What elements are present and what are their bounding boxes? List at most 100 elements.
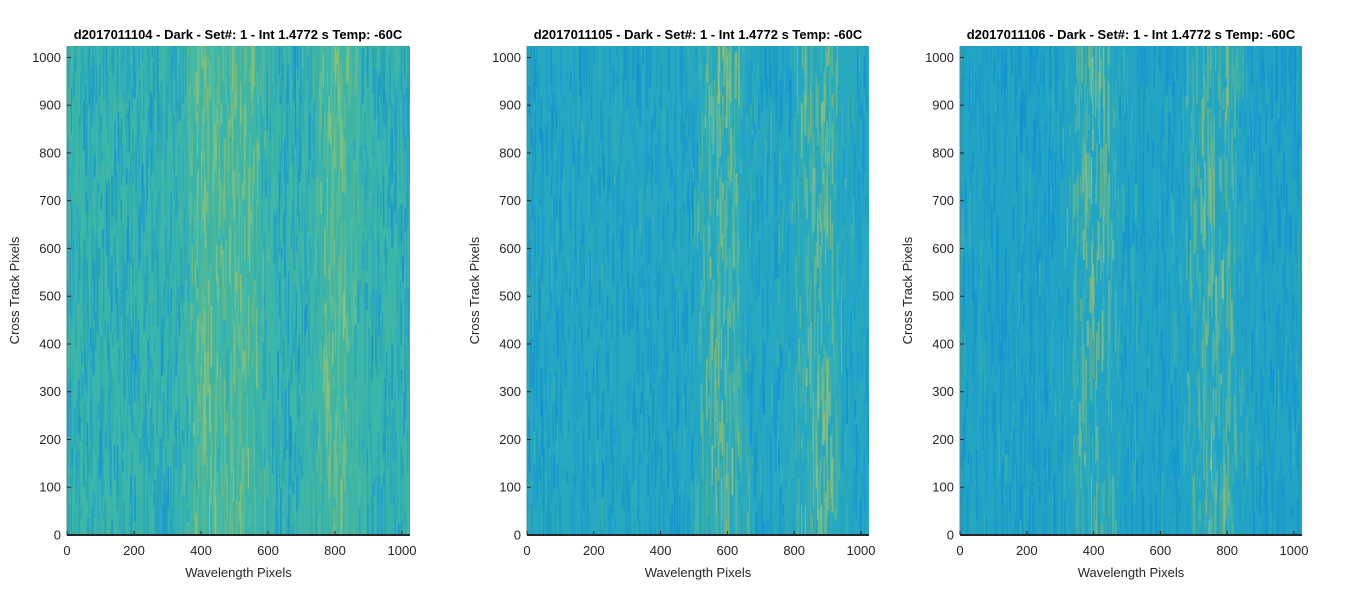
heatmap-cell — [234, 266, 236, 309]
heatmap-cell — [330, 219, 333, 266]
heatmap-cell — [294, 432, 296, 474]
heatmap-cell — [751, 135, 753, 147]
heatmap-cell — [101, 46, 104, 86]
heatmap-cell — [1050, 149, 1053, 164]
heatmap-cell — [170, 465, 172, 503]
heatmap-cell — [80, 73, 82, 124]
heatmap-cell — [600, 323, 603, 339]
heatmap-cell — [832, 318, 835, 361]
heatmap-cell — [391, 474, 394, 535]
heatmap-cell — [205, 126, 206, 141]
heatmap-cell — [191, 304, 194, 321]
heatmap-cell — [401, 256, 404, 283]
heatmap-cell — [782, 504, 784, 517]
heatmap-cell — [1089, 46, 1092, 95]
heatmap-cell — [294, 327, 297, 374]
heatmap-cell — [819, 246, 822, 307]
heatmap-cell — [401, 282, 403, 331]
heatmap-cell — [1002, 475, 1005, 488]
heatmap-cell — [1084, 62, 1087, 111]
heatmap-cell — [371, 432, 373, 462]
heatmap-cell — [644, 280, 646, 338]
heatmap-cell — [151, 140, 154, 172]
heatmap-cell — [231, 465, 234, 516]
heatmap-cell — [1073, 46, 1075, 106]
heatmap-cell — [1061, 472, 1064, 509]
heatmap-cell — [1022, 87, 1024, 126]
heatmap-cell — [632, 436, 634, 486]
heatmap-cell — [1045, 388, 1047, 420]
heatmap-cell — [117, 486, 120, 535]
heatmap-cell — [314, 46, 317, 92]
heatmap-cell — [277, 501, 279, 517]
heatmap-cell — [400, 523, 403, 535]
heatmap-cell — [747, 457, 749, 496]
heatmap-cell — [257, 410, 260, 455]
heatmap-cell — [802, 65, 804, 99]
heatmap-cell — [75, 46, 77, 72]
heatmap-cell — [611, 80, 613, 114]
heatmap-cell — [702, 290, 704, 306]
heatmap-cell — [778, 262, 780, 279]
heatmap-cell — [651, 115, 653, 138]
heatmap-cell — [603, 99, 605, 146]
heatmap-cell — [964, 77, 965, 122]
heatmap-cell — [649, 125, 652, 164]
heatmap-cell — [592, 126, 594, 162]
heatmap-cell — [1048, 315, 1050, 327]
heatmap-cell — [763, 521, 765, 535]
heatmap-cell — [129, 255, 132, 266]
heatmap-cell — [400, 470, 403, 524]
heatmap-cell — [202, 290, 204, 325]
heatmap-cell — [194, 196, 196, 229]
heatmap-cell — [365, 146, 368, 200]
heatmap-cell — [259, 94, 262, 153]
heatmap-cell — [1004, 298, 1006, 319]
heatmap-cell — [132, 306, 134, 360]
heatmap-cell — [120, 405, 122, 425]
heatmap-cell — [1018, 232, 1021, 274]
heatmap-cell — [557, 307, 560, 356]
heatmap-cell — [1017, 358, 1020, 402]
heatmap-cell — [100, 294, 102, 336]
heatmap-cell — [79, 215, 82, 231]
heatmap-cell — [317, 238, 319, 277]
heatmap-cell — [266, 456, 269, 498]
heatmap-cell — [88, 103, 90, 143]
heatmap-cell — [1017, 216, 1019, 273]
heatmap-cell — [764, 140, 767, 203]
heatmap-cell — [720, 403, 723, 451]
heatmap-cell — [794, 406, 796, 443]
heatmap-cell — [824, 118, 827, 138]
heatmap-cell — [1006, 46, 1009, 99]
heatmap-cell — [156, 79, 159, 115]
heatmap-cell — [1085, 269, 1087, 299]
heatmap-cell — [156, 477, 158, 535]
heatmap-cell — [135, 495, 137, 535]
heatmap-cell — [735, 172, 738, 206]
heatmap-cell — [1040, 450, 1042, 497]
heatmap-cell — [1036, 283, 1038, 318]
heatmap-cell — [552, 174, 555, 194]
heatmap-cell — [91, 52, 93, 89]
heatmap-cell — [1066, 46, 1069, 98]
heatmap-cell — [780, 463, 783, 484]
heatmap-cell — [567, 470, 569, 484]
heatmap-cell — [671, 311, 673, 344]
heatmap-cell — [744, 327, 747, 367]
heatmap-cell — [85, 481, 87, 499]
heatmap-cell — [156, 380, 158, 437]
heatmap-cell — [698, 402, 700, 456]
heatmap-cell — [657, 271, 660, 295]
heatmap-cell — [712, 493, 714, 535]
heatmap-cell — [760, 424, 762, 435]
heatmap-cell — [221, 240, 223, 256]
heatmap-cell — [831, 457, 834, 513]
x-tick-label: 200 — [123, 543, 145, 558]
heatmap-cell — [1005, 156, 1007, 200]
heatmap-cell — [164, 142, 167, 179]
heatmap-cell — [762, 492, 764, 522]
heatmap-cell — [363, 302, 364, 348]
heatmap-cell — [551, 453, 552, 505]
heatmap-cell — [698, 231, 700, 287]
